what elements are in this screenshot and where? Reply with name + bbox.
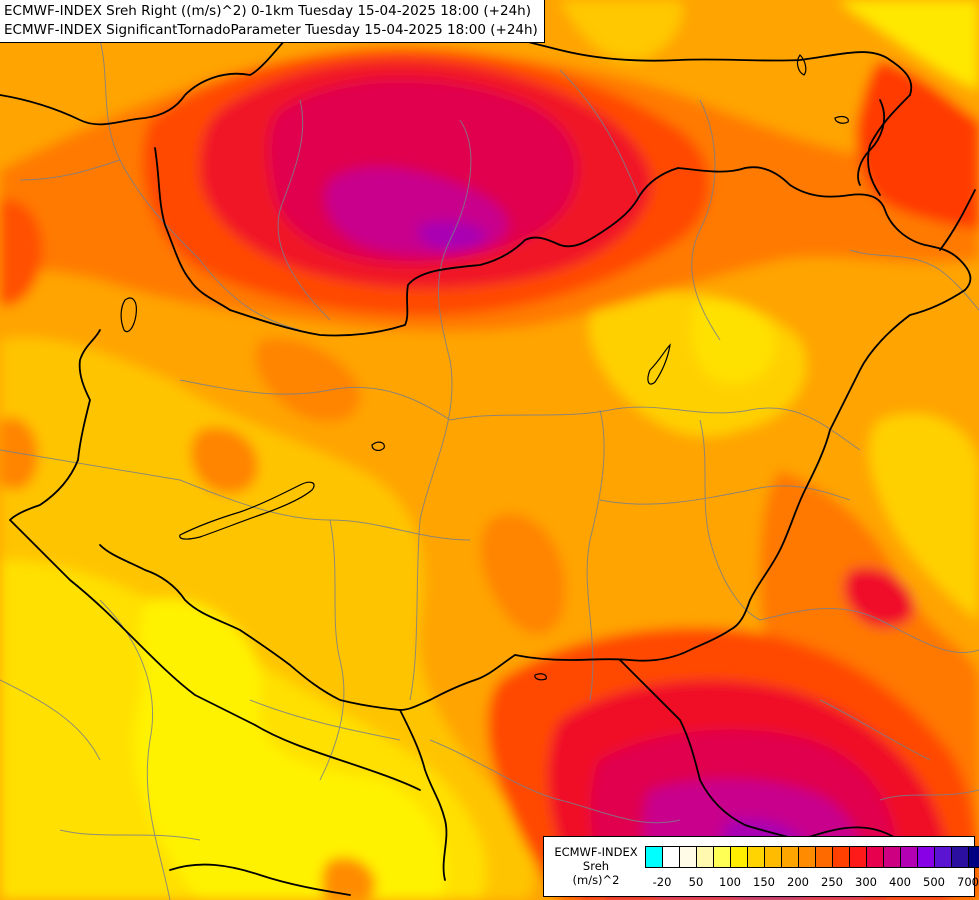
legend-tick-label: 100 [719, 875, 741, 889]
legend-tick-label: 50 [688, 875, 704, 889]
legend-unit: (m/s)^2 [572, 873, 620, 887]
border-sk-pl [439, 19, 913, 96]
field-orangered-northwest [0, 199, 43, 307]
lake-small-2 [796, 54, 807, 76]
lake-tisza [647, 343, 671, 385]
lake-balaton [179, 481, 315, 540]
field-yellow-north [560, 0, 683, 61]
border-hu-ro [514, 289, 966, 662]
field-orange-spot-2 [255, 338, 361, 422]
border-hu-si [99, 544, 241, 631]
legend-swatch [935, 847, 952, 867]
lakes [120, 54, 849, 681]
border-hu-hr [239, 629, 401, 711]
legend-tick-label: 250 [821, 875, 843, 889]
legend-tick-label: 150 [753, 875, 775, 889]
legend-swatch [850, 847, 867, 867]
legend-swatch [799, 847, 816, 867]
legend-variable: Sreh [582, 859, 610, 873]
legend-tick-label: -20 [652, 875, 672, 889]
legend-swatch [714, 847, 731, 867]
legend-swatch [969, 847, 979, 867]
national-borders [0, 19, 976, 896]
lake-small-4 [534, 673, 547, 681]
legend-swatches [645, 846, 979, 868]
border-rs-ro [619, 659, 801, 841]
legend-swatch [901, 847, 918, 867]
border-hu-rs [399, 654, 516, 711]
border-at-hu [9, 329, 101, 521]
field-yellow-center-east-2 [691, 299, 776, 384]
border-cz-at [0, 39, 286, 126]
legend-swatch [884, 847, 901, 867]
legend-swatch [646, 847, 663, 867]
legend-swatch [952, 847, 969, 867]
border-at-sk [154, 147, 231, 311]
lake-small-1 [371, 441, 385, 451]
legend-tick-label: 300 [855, 875, 877, 889]
lake-neusiedl [120, 297, 137, 333]
border-sk-hu [229, 166, 972, 337]
legend-swatch [833, 847, 850, 867]
legend-swatch [867, 847, 884, 867]
field-orange-spot-5 [321, 857, 376, 900]
border-northeast-corner [857, 99, 885, 186]
legend-swatch [748, 847, 765, 867]
legend-tick-label: 500 [923, 875, 945, 889]
field-orange-spot-3 [480, 513, 566, 635]
border-hr-rs [399, 709, 448, 881]
legend-swatch [731, 847, 748, 867]
field-yellow-east [869, 413, 979, 620]
legend-swatch [918, 847, 935, 867]
border-si-hr [9, 519, 256, 726]
legend-swatch [782, 847, 799, 867]
legend-swatch [680, 847, 697, 867]
legend-tick-label: 400 [889, 875, 911, 889]
legend-tick-label: 700 [957, 875, 979, 889]
header-title-line-2: ECMWF-INDEX SignificantTornadoParameter … [4, 22, 538, 38]
field-orange-spot-1 [190, 427, 259, 494]
legend-swatch [663, 847, 680, 867]
header-title-line-1: ECMWF-INDEX Sreh Right ((m/s)^2) 0-1km T… [4, 3, 531, 19]
border-southwest [169, 863, 351, 896]
legend-swatch [816, 847, 833, 867]
border-sk-ua [867, 94, 911, 196]
lake-small-3 [834, 116, 849, 124]
field-red-northeast [856, 60, 979, 230]
header-title-box: ECMWF-INDEX Sreh Right ((m/s)^2) 0-1km T… [0, 0, 545, 43]
legend-swatch [697, 847, 714, 867]
legend-swatch [765, 847, 782, 867]
legend-title: ECMWF-INDEX Sreh (m/s)^2 [548, 845, 644, 887]
border-ro-ua [939, 189, 976, 251]
admin-boundaries [0, 39, 979, 900]
legend-source: ECMWF-INDEX [554, 845, 638, 859]
legend-tick-label: 200 [787, 875, 809, 889]
field-yellow-bright-sw [133, 598, 447, 900]
color-legend: ECMWF-INDEX Sreh (m/s)^2 -20 50 100 150 200 2… [543, 836, 979, 897]
field-yellow-northeast [840, 0, 979, 90]
border-bih [254, 724, 421, 791]
